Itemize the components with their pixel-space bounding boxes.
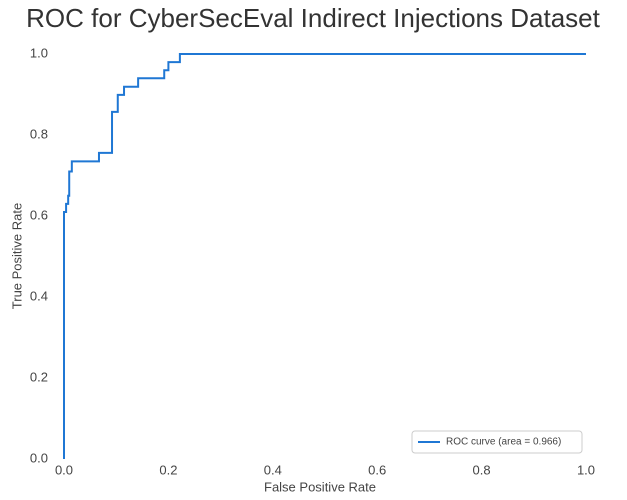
y-tick-label: 0.0 bbox=[30, 450, 48, 465]
y-tick-label: 0.4 bbox=[30, 288, 48, 303]
y-axis-label: True Positive Rate bbox=[9, 203, 24, 309]
chart-title: ROC for CyberSecEval Indirect Injections… bbox=[26, 3, 600, 33]
y-tick-label: 1.0 bbox=[30, 45, 48, 60]
y-tick-label: 0.2 bbox=[30, 369, 48, 384]
x-tick-label: 0.0 bbox=[55, 462, 73, 477]
x-tick-label: 0.4 bbox=[264, 462, 282, 477]
x-tick-label: 0.6 bbox=[368, 462, 386, 477]
legend-box bbox=[411, 430, 583, 454]
x-tick-label: 1.0 bbox=[577, 462, 595, 477]
y-tick-label: 0.8 bbox=[30, 126, 48, 141]
x-tick-label: 0.8 bbox=[473, 462, 491, 477]
y-tick-label: 0.6 bbox=[30, 207, 48, 222]
legend-label: ROC curve (area = 0.966) bbox=[446, 437, 561, 448]
x-axis-label: False Positive Rate bbox=[264, 479, 376, 494]
roc-line bbox=[63, 53, 586, 459]
x-tick-label: 0.2 bbox=[159, 462, 177, 477]
